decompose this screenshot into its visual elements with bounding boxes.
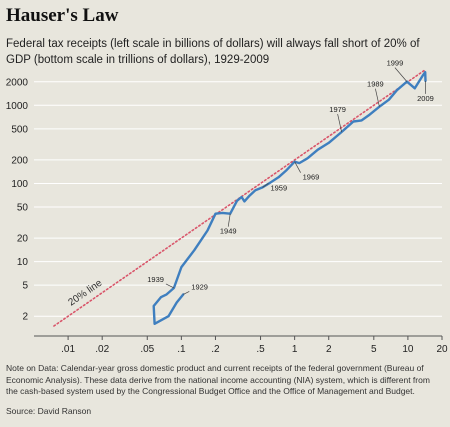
y-tick-label: 10 bbox=[17, 257, 29, 268]
chart-subtitle: Federal tax receipts (left scale in bill… bbox=[6, 38, 420, 66]
year-label-1969: 1969 bbox=[303, 173, 320, 182]
year-label-1959: 1959 bbox=[270, 183, 287, 192]
year-label-1949: 1949 bbox=[220, 227, 237, 236]
x-tick-label: 10 bbox=[402, 344, 414, 355]
x-tick-label: 2 bbox=[326, 344, 332, 355]
annotation-leader bbox=[394, 67, 408, 82]
y-tick-label: 500 bbox=[11, 124, 28, 135]
x-tick-label: .5 bbox=[256, 344, 265, 355]
y-tick-label: 2000 bbox=[6, 77, 29, 88]
x-tick-label: .05 bbox=[140, 344, 154, 355]
y-tick-label: 50 bbox=[17, 202, 29, 213]
x-tick-label: 1 bbox=[292, 344, 298, 355]
annotation-leader bbox=[165, 283, 175, 289]
annotation-leader bbox=[294, 161, 301, 173]
y-tick-label: 5 bbox=[22, 281, 28, 292]
x-tick-label: .1 bbox=[177, 344, 186, 355]
axis-layer: 2 5 10 20 50 100 200 500 1000 2000 .01 .02 .05 .1 .2 .5… bbox=[6, 77, 448, 355]
year-label-1989: 1989 bbox=[367, 80, 384, 89]
annotation-leader bbox=[227, 213, 231, 227]
annotation-leader bbox=[375, 88, 380, 107]
year-label-2009: 2009 bbox=[417, 94, 434, 103]
x-tick-label: .02 bbox=[95, 344, 109, 355]
y-tick-label: 200 bbox=[11, 155, 28, 166]
year-label-1999: 1999 bbox=[387, 59, 404, 68]
year-label-1939: 1939 bbox=[147, 275, 164, 284]
annotation-leader bbox=[183, 291, 190, 295]
reference-line-label: 20% line bbox=[67, 277, 105, 308]
x-tick-label: 5 bbox=[371, 344, 377, 355]
source-credit: Source: David Ranson bbox=[6, 406, 92, 416]
year-label-1979: 1979 bbox=[329, 105, 346, 114]
y-tick-label: 1000 bbox=[6, 101, 29, 112]
annotation-leader bbox=[337, 113, 342, 133]
x-tick-label: .2 bbox=[211, 344, 220, 355]
year-label-1929: 1929 bbox=[191, 282, 208, 291]
annotation-leader bbox=[262, 183, 269, 188]
y-tick-label: 2 bbox=[22, 312, 28, 323]
y-tick-label: 20 bbox=[17, 234, 29, 245]
annotation-layer: 1929 1939 1949 1959 1969 1979 1989 1999 2009 bbox=[147, 59, 434, 295]
x-tick-label: .01 bbox=[61, 344, 75, 355]
y-tick-label: 100 bbox=[11, 179, 28, 190]
chart-title: Hauser's Law bbox=[6, 5, 119, 26]
data-note: Note on Data: Calendar-year gross domest… bbox=[6, 363, 430, 396]
x-tick-label: 20 bbox=[436, 344, 448, 355]
grid-layer bbox=[34, 81, 442, 317]
